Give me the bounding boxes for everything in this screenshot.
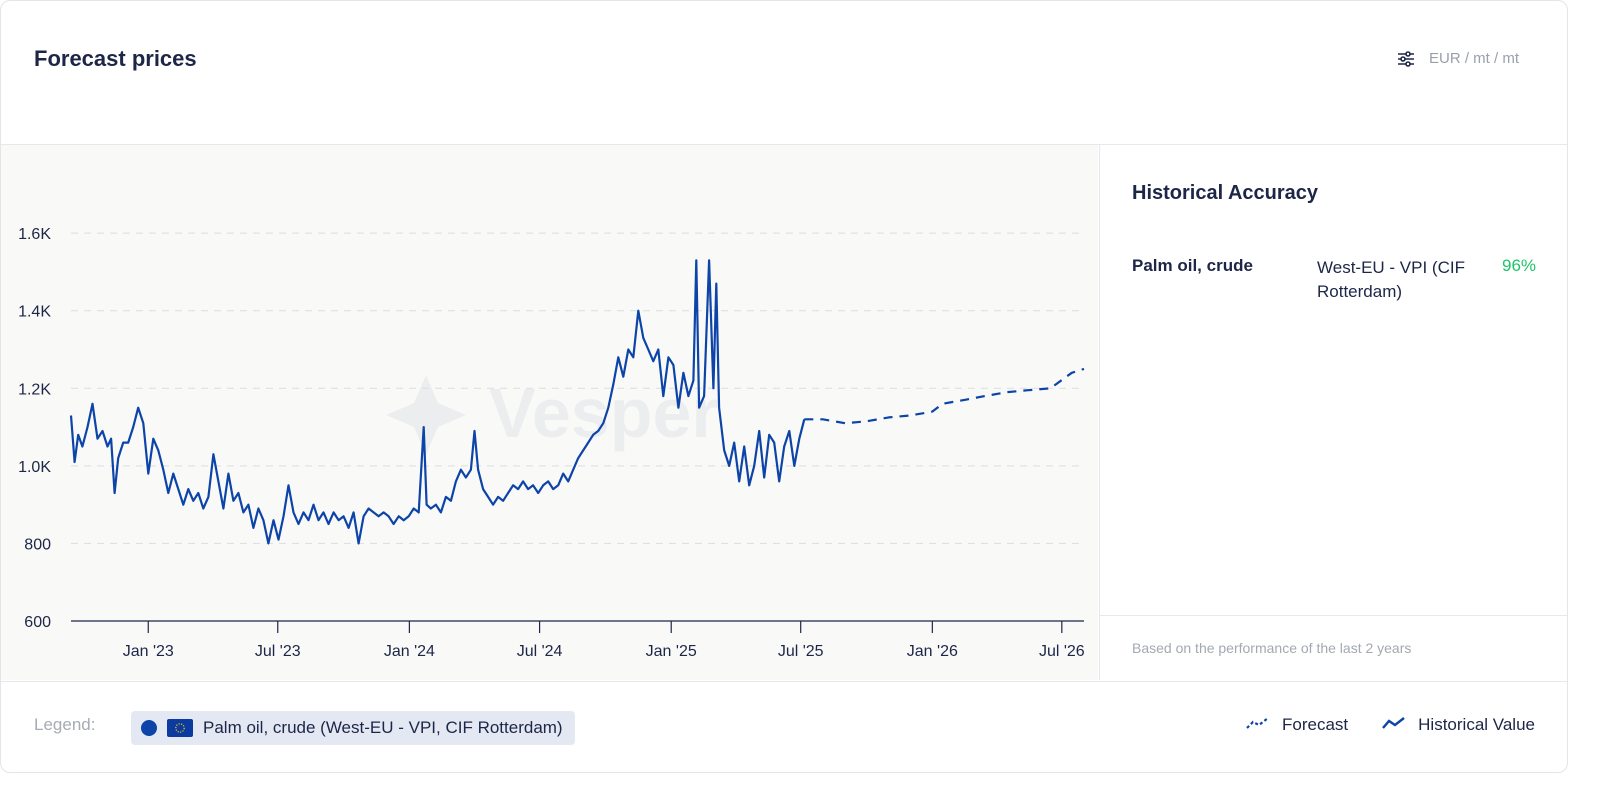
units-selector[interactable]: EUR / mt / mt (1397, 50, 1519, 67)
eu-flag-icon (167, 719, 193, 737)
divider (1100, 615, 1567, 616)
forecast-card: Forecast prices EUR / mt / mt Vesper 600… (0, 0, 1568, 773)
accuracy-value: 96% (1502, 256, 1537, 275)
y-axis: 600 800 1.0K 1.2K 1.4K 1.6K (18, 226, 51, 631)
y-tick-label: 600 (24, 614, 51, 631)
y-tick-label: 1.2K (18, 381, 51, 398)
sliders-icon[interactable] (1397, 50, 1415, 67)
card-header: Forecast prices EUR / mt / mt (1, 1, 1567, 145)
x-tick-label: Jan '23 (123, 643, 174, 660)
y-tick-label: 1.0K (18, 459, 51, 476)
legend-series-label: Palm oil, crude (West-EU - VPI, CIF Rott… (203, 718, 563, 737)
chart-area: Vesper 600 800 1.0K 1.2K 1.4K 1.6K Jan '23 Jul… (1, 145, 1098, 680)
legend-series-chip[interactable]: Palm oil, crude (West-EU - VPI, CIF Rott… (131, 711, 575, 745)
accuracy-item-region: West-EU - VPI (CIF Rotterdam) (1317, 258, 1465, 301)
legend-label: Legend: (34, 715, 96, 734)
historical-line (69, 259, 806, 545)
x-tick-label: Jan '26 (907, 643, 958, 660)
x-tick-label: Jan '25 (646, 643, 697, 660)
series-color-dot (141, 720, 157, 736)
x-tick-label: Jul '23 (255, 643, 301, 660)
y-tick-label: 1.6K (18, 226, 51, 243)
x-tick-label: Jul '24 (517, 643, 563, 660)
x-tick-label: Jan '24 (384, 643, 435, 660)
watermark: Vesper (386, 374, 719, 455)
legend-historical-label: Historical Value (1418, 715, 1535, 734)
historical-line-icon (1382, 715, 1406, 735)
y-tick-label: 800 (24, 536, 51, 553)
accuracy-note: Based on the performance of the last 2 y… (1132, 640, 1412, 656)
x-tick-label: Jul '26 (1039, 643, 1085, 660)
units-label: EUR / mt / mt (1429, 50, 1519, 67)
legend-forecast-label: Forecast (1282, 715, 1349, 734)
legend-bar: Legend: Palm oil, crude (West-EU - VPI, … (1, 681, 1567, 772)
forecast-line (804, 367, 1085, 425)
accuracy-title: Historical Accuracy (1132, 182, 1319, 204)
forecast-line-icon (1246, 715, 1270, 735)
legend-forecast: Forecast (1246, 715, 1348, 735)
legend-historical: Historical Value (1382, 715, 1535, 735)
series-group (69, 259, 1085, 545)
svg-text:Vesper: Vesper (489, 374, 719, 452)
accuracy-item-name: Palm oil, crude (1132, 256, 1253, 275)
price-chart: Vesper 600 800 1.0K 1.2K 1.4K 1.6K Jan '23 Jul… (18, 226, 1085, 660)
line-style-legend: Forecast Historical Value (1246, 715, 1535, 735)
x-tick-label: Jul '25 (778, 643, 824, 660)
page-title: Forecast prices (34, 46, 197, 71)
y-tick-label: 1.4K (18, 304, 51, 321)
accuracy-panel: Historical Accuracy Palm oil, crude West… (1099, 145, 1567, 680)
x-axis: Jan '23 Jul '23 Jan '24 Jul '24 Jan '25 Jul '… (123, 621, 1085, 660)
